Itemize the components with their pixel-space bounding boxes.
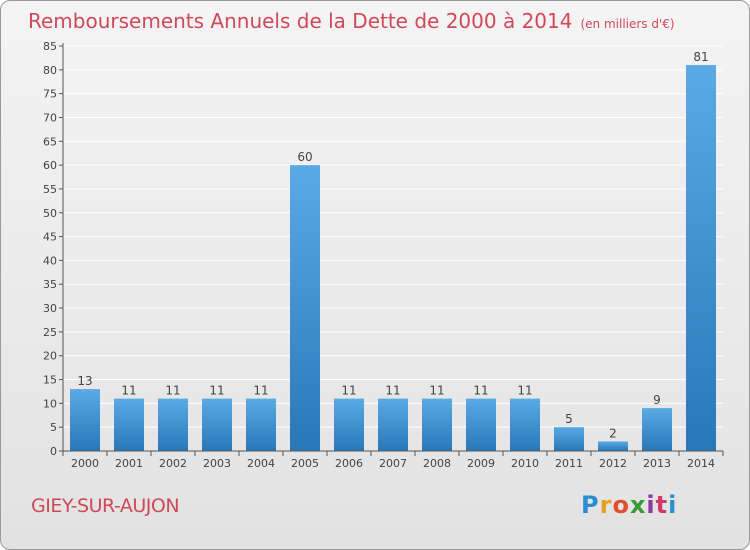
bar bbox=[378, 398, 408, 451]
y-tick-label: 75 bbox=[43, 88, 57, 101]
y-tick-label: 30 bbox=[43, 302, 57, 315]
y-tick-label: 85 bbox=[43, 40, 57, 53]
bar-value-label: 2 bbox=[609, 426, 617, 440]
x-tick-label: 2006 bbox=[335, 457, 363, 470]
logo-letter: i bbox=[646, 491, 656, 519]
y-tick-label: 70 bbox=[43, 111, 57, 124]
x-tick-label: 2002 bbox=[159, 457, 187, 470]
bar bbox=[202, 398, 232, 451]
x-tick-label: 2000 bbox=[71, 457, 99, 470]
bar-value-label: 11 bbox=[429, 384, 444, 398]
bar bbox=[554, 427, 584, 451]
logo-letter: i bbox=[668, 491, 678, 519]
bar-value-label: 11 bbox=[209, 384, 224, 398]
bar bbox=[70, 389, 100, 451]
x-tick-label: 2005 bbox=[291, 457, 319, 470]
y-tick-label: 65 bbox=[43, 135, 57, 148]
logo-letter: P bbox=[581, 491, 600, 519]
bar-value-label: 13 bbox=[77, 374, 92, 388]
y-tick-label: 80 bbox=[43, 64, 57, 77]
bar bbox=[158, 398, 188, 451]
commune-name: GIEY-SUR-AUJON bbox=[31, 495, 180, 517]
y-tick-label: 55 bbox=[43, 183, 57, 196]
bar-value-label: 9 bbox=[653, 393, 661, 407]
x-tick-label: 2007 bbox=[379, 457, 407, 470]
bar-value-label: 11 bbox=[165, 384, 180, 398]
bar-value-label: 11 bbox=[385, 384, 400, 398]
y-tick-label: 25 bbox=[43, 326, 57, 339]
bar-value-label: 60 bbox=[297, 150, 312, 164]
bar bbox=[510, 398, 540, 451]
x-tick-label: 2004 bbox=[247, 457, 275, 470]
bar bbox=[598, 441, 628, 451]
logo-letter: o bbox=[612, 491, 630, 519]
logo-letter: x bbox=[629, 491, 647, 519]
y-tick-label: 40 bbox=[43, 254, 57, 267]
logo-letter: t bbox=[655, 491, 669, 519]
chart-unit: (en milliers d'€) bbox=[580, 17, 675, 31]
x-tick-label: 2008 bbox=[423, 457, 451, 470]
y-tick-label: 15 bbox=[43, 374, 57, 387]
chart-title-text: Remboursements Annuels de la Dette de 20… bbox=[28, 9, 573, 33]
y-tick-label: 50 bbox=[43, 207, 57, 220]
y-tick-label: 5 bbox=[50, 421, 57, 434]
bar bbox=[246, 398, 276, 451]
bar-value-label: 5 bbox=[565, 412, 573, 426]
y-tick-label: 35 bbox=[43, 278, 57, 291]
x-tick-label: 2014 bbox=[687, 457, 715, 470]
y-tick-label: 10 bbox=[43, 397, 57, 410]
bar bbox=[686, 65, 716, 451]
proxiti-logo: Proxiti bbox=[581, 491, 677, 519]
bar-value-label: 11 bbox=[121, 384, 136, 398]
bar bbox=[466, 398, 496, 451]
x-tick-label: 2010 bbox=[511, 457, 539, 470]
bar-value-label: 11 bbox=[253, 384, 268, 398]
chart-title: Remboursements Annuels de la Dette de 20… bbox=[28, 9, 675, 33]
bar-value-label: 11 bbox=[517, 384, 532, 398]
bar bbox=[114, 398, 144, 451]
x-tick-label: 2013 bbox=[643, 457, 671, 470]
x-tick-label: 2001 bbox=[115, 457, 143, 470]
bar bbox=[290, 165, 320, 451]
x-tick-label: 2009 bbox=[467, 457, 495, 470]
y-tick-label: 0 bbox=[50, 445, 57, 458]
bars: 13 11 11 11 11 60 11 11 11 11 11 5 2 9 81 bbox=[70, 50, 716, 451]
x-tick-label: 2012 bbox=[599, 457, 627, 470]
bar bbox=[422, 398, 452, 451]
y-tick-label: 60 bbox=[43, 159, 57, 172]
bar-value-label: 81 bbox=[693, 50, 708, 64]
bar bbox=[334, 398, 364, 451]
x-tick-label: 2011 bbox=[555, 457, 583, 470]
bar bbox=[642, 408, 672, 451]
y-tick-label: 45 bbox=[43, 231, 57, 244]
logo-letter: r bbox=[599, 491, 613, 519]
bar-value-label: 11 bbox=[341, 384, 356, 398]
bar-value-label: 11 bbox=[473, 384, 488, 398]
x-tick-label: 2003 bbox=[203, 457, 231, 470]
y-tick-label: 20 bbox=[43, 350, 57, 363]
